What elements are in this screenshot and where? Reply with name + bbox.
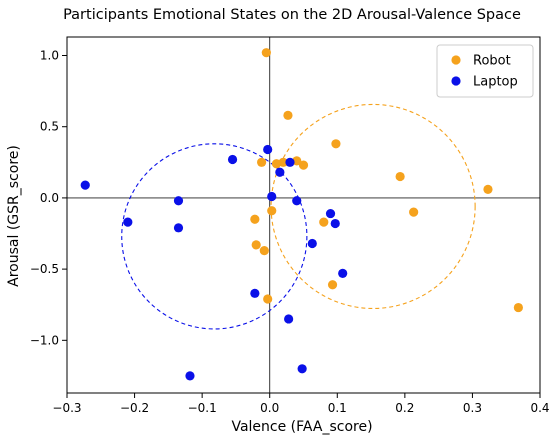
series-1-point-16 [297,364,307,374]
series-1-point-17 [185,371,195,381]
series-1-point-3 [275,167,285,177]
series-0-point-9 [483,184,493,194]
series-0-point-5 [278,157,288,167]
legend: Robot Laptop [436,44,534,98]
chart-title: Participants Emotional States on the 2D … [63,7,521,23]
series-1-point-11 [330,218,340,229]
x-tick-label-5: 0.2 [395,401,414,415]
y-tick-label-1: −0.5 [30,262,59,276]
plot-area: −0.3 −0.2 −0.1 0.0 0.1 0.2 0.3 0.4 −1.0 −0.5 0.0 0.… [30,36,550,415]
y-tick-label-4: 1.0 [40,49,59,63]
series-1-point-4 [285,157,295,167]
series-1-point-0 [80,180,90,190]
plot-frame [66,36,541,394]
series-0-circle [270,103,476,310]
series-0-point-14 [251,240,261,250]
x-tick-label-6: 0.3 [463,401,482,415]
y-tick-label-3: 0.5 [40,120,59,134]
series-1-point-15 [284,314,294,324]
y-tick-label-2: 0.0 [40,191,59,205]
legend-label-1: Laptop [473,75,518,90]
series-1-point-7 [173,196,184,206]
series-0-point-12 [319,217,329,227]
legend-label-0: Robot [473,54,511,69]
series-0-point-17 [263,294,273,304]
series-0-point-11 [409,207,419,217]
x-tick-label-7: 0.4 [530,401,549,415]
legend-marker-0 [451,55,461,65]
series-1-point-5 [267,191,277,202]
series-0-point-3 [257,157,267,167]
legend-marker-1 [451,76,461,86]
series-1-point-12 [307,238,317,249]
series-0-point-18 [513,302,523,313]
legend-box [436,44,534,98]
x-tick-label-0: −0.3 [52,401,81,415]
series-0-point-1 [283,110,293,120]
series-1-point-13 [338,268,348,278]
series-1-point-6 [292,196,302,206]
x-tick-label-3: 0.0 [260,401,279,415]
series-0-point-13 [250,214,260,224]
y-tick-label-0: −1.0 [30,333,59,347]
y-axis-label: Arousal (GSR_score) [6,145,22,287]
x-tick-label-4: 0.1 [328,401,347,415]
series-1-point-10 [325,208,336,219]
series-0-point-0 [261,48,271,58]
series-0-point-8 [395,171,405,182]
x-tick-label-1: −0.2 [120,401,149,415]
series-0-point-2 [331,139,341,149]
x-axis-label: Valence (FAA_score) [231,419,372,435]
series-1-circle [121,143,308,330]
series-0-point-16 [327,280,338,290]
series-1-point-1 [227,154,238,165]
series-1-point-9 [173,223,184,233]
series-1-point-14 [250,288,260,298]
series-1-point-8 [123,217,133,227]
series-0-point-15 [259,246,269,256]
series-1-point-2 [263,144,273,155]
x-tick-label-2: −0.1 [188,401,217,415]
series-0-point-10 [267,206,277,216]
series-0-point-7 [298,160,309,170]
